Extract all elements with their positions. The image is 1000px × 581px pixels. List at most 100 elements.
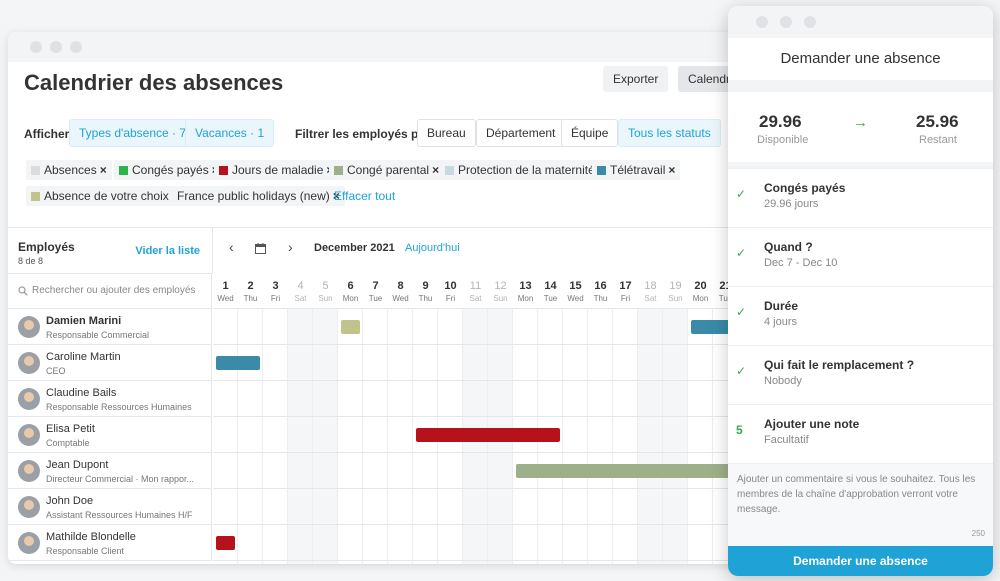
day-column[interactable] <box>538 309 563 564</box>
window-dot <box>30 41 42 53</box>
row-divider <box>213 344 743 345</box>
remove-chip-icon[interactable]: × <box>332 189 340 203</box>
day-weekday: Fri <box>620 294 631 303</box>
absence-bar[interactable] <box>516 464 735 478</box>
remove-chip-icon[interactable]: × <box>668 163 676 177</box>
day-column[interactable] <box>563 309 588 564</box>
day-weekday: Mon <box>342 294 359 303</box>
request-step[interactable]: ✓ Quand ? Dec 7 - Dec 10 <box>728 227 993 287</box>
day-column[interactable] <box>613 309 638 564</box>
absence-types-filter[interactable]: Types d'absence · 7 <box>69 119 197 147</box>
remove-chip-icon[interactable]: × <box>432 163 440 177</box>
day-column[interactable] <box>288 309 313 564</box>
comment-field[interactable]: Ajouter un commentaire si vous le souhai… <box>728 463 993 546</box>
day-number: 1 <box>222 280 229 292</box>
absence-bar[interactable] <box>691 320 735 334</box>
absence-bar[interactable] <box>216 536 235 550</box>
employee-row[interactable]: Elisa Petit Comptable <box>8 417 212 453</box>
today-link[interactable]: Aujourd'hui <box>405 242 460 254</box>
show-label: Afficher <box>24 127 70 141</box>
day-header: 6 Mon <box>338 273 363 309</box>
day-number: 14 <box>544 280 557 292</box>
absence-bar[interactable] <box>216 356 260 370</box>
day-number: 15 <box>569 280 582 292</box>
filter-all-statuses[interactable]: Tous les statuts <box>618 119 721 147</box>
employee-role: Assistant Ressources Humaines H/F <box>46 510 193 520</box>
day-column[interactable] <box>238 309 263 564</box>
employee-row[interactable]: Damien Marini Responsable Commercial <box>8 309 212 345</box>
day-column[interactable] <box>588 309 613 564</box>
day-weekday: Fri <box>445 294 456 303</box>
request-step[interactable]: ✓ Qui fait le remplacement ? Nobody <box>728 345 993 405</box>
employee-name: Claudine Bails <box>46 387 117 399</box>
absence-type-chip[interactable]: Congé parental × <box>329 160 445 180</box>
absence-type-chip[interactable]: France public holidays (new) × <box>172 186 345 206</box>
absence-type-chip[interactable]: Jours de maladie× <box>214 160 339 180</box>
employee-name: Elisa Petit <box>46 423 95 435</box>
employee-name: Jean Dupont <box>46 459 109 471</box>
prev-month-button[interactable]: ‹ <box>229 239 234 255</box>
day-column[interactable] <box>263 309 288 564</box>
employee-row[interactable]: Caroline Martin CEO <box>8 345 212 381</box>
color-swatch <box>31 192 40 201</box>
absence-type-chip[interactable]: Télétravail × <box>592 160 681 180</box>
filter-department[interactable]: Département <box>476 119 566 147</box>
day-number: 6 <box>347 280 354 292</box>
request-absence-panel: Demander une absence 29.96 Disponible → … <box>728 6 993 576</box>
calendar-grid: Employés 8 de 8 Vider la liste Recherche… <box>8 227 743 564</box>
calendar-icon[interactable] <box>255 243 266 254</box>
filter-team[interactable]: Équipe <box>561 119 619 147</box>
row-divider <box>213 452 743 453</box>
row-divider <box>213 416 743 417</box>
clear-list-link[interactable]: Vider la liste <box>135 245 200 257</box>
chip-label: Télétravail <box>610 163 666 177</box>
day-weekday: Tue <box>718 294 733 303</box>
day-weekday: Sat <box>294 294 307 303</box>
absence-bar[interactable] <box>341 320 360 334</box>
remove-chip-icon[interactable]: × <box>99 163 107 177</box>
absence-bar[interactable] <box>416 428 560 442</box>
export-button[interactable]: Exporter <box>603 66 669 92</box>
row-divider <box>213 524 743 525</box>
request-step[interactable]: 5 Ajouter une note Facultatif <box>728 404 993 464</box>
row-divider <box>213 488 743 489</box>
employee-row[interactable]: John Doe Assistant Ressources Humaines H/… <box>8 489 212 525</box>
day-column[interactable] <box>663 309 688 564</box>
day-column[interactable] <box>313 309 338 564</box>
vacations-filter[interactable]: Vacances · 1 <box>185 119 275 147</box>
color-swatch <box>334 166 343 175</box>
filter-office[interactable]: Bureau <box>417 119 476 147</box>
absence-type-chip[interactable]: Congés payés× <box>114 160 224 180</box>
request-step[interactable]: ✓ Congés payés 29.96 jours <box>728 168 993 228</box>
employees-count: 8 de 8 <box>18 256 44 266</box>
current-month: December 2021 <box>314 242 395 254</box>
day-column[interactable] <box>638 309 663 564</box>
absence-type-chip[interactable]: Absences × <box>26 160 112 180</box>
day-column[interactable] <box>688 309 713 564</box>
day-column[interactable] <box>363 309 388 564</box>
clear-all-link[interactable]: Effacer tout <box>334 189 396 203</box>
window-dot <box>804 16 816 28</box>
absence-type-chip[interactable]: Absence de votre choix× <box>26 186 184 206</box>
step-subtitle: 4 jours <box>764 316 798 328</box>
request-step[interactable]: ✓ Durée 4 jours <box>728 286 993 346</box>
search-input[interactable]: Rechercher ou ajouter des employés <box>32 285 196 296</box>
day-header: 19 Sun <box>663 273 688 309</box>
employee-search[interactable]: Rechercher ou ajouter des employés <box>8 273 212 309</box>
employee-row[interactable]: Jean Dupont Directeur Commercial · Mon ra… <box>8 453 212 489</box>
color-swatch <box>31 166 40 175</box>
day-weekday: Sat <box>469 294 482 303</box>
day-header: 13 Mon <box>513 273 538 309</box>
row-divider <box>213 380 743 381</box>
char-limit: 250 <box>971 529 985 538</box>
absence-type-chip[interactable]: Protection de la maternité× <box>440 160 610 180</box>
next-month-button[interactable]: › <box>288 239 293 255</box>
day-column[interactable] <box>213 309 238 564</box>
employee-row[interactable]: Mathilde Blondelle Responsable Client <box>8 525 212 561</box>
day-number: 20 <box>694 280 707 292</box>
chip-label: Protection de la maternité <box>458 163 595 177</box>
employee-row[interactable]: Claudine Bails Responsable Ressources Hum… <box>8 381 212 417</box>
submit-request-button[interactable]: Demander une absence <box>728 546 993 576</box>
day-column[interactable] <box>388 309 413 564</box>
day-column[interactable] <box>338 309 363 564</box>
